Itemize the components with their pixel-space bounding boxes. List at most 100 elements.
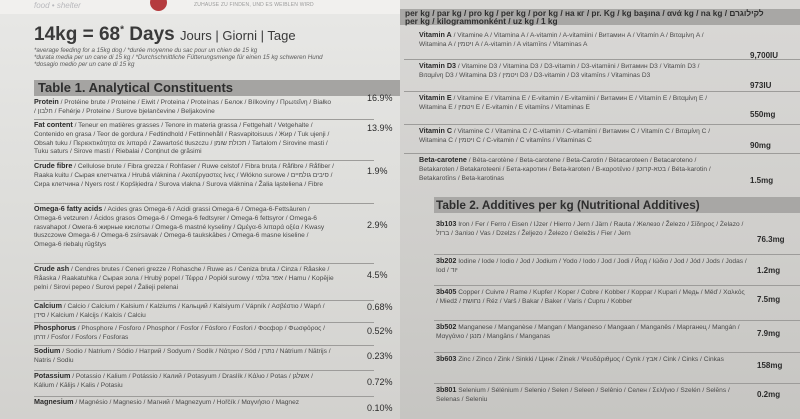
vitamin-row-c: Vitamin C / Vitamine C / Vitamina C / C-… (404, 125, 800, 154)
additives-section: Table 2. Additives per kg (Nutritional A… (400, 0, 800, 419)
brand-text: food • shelter (34, 1, 81, 10)
constituent-row-magnesium: Magnesium / Magnésio / Magnesio / Магний… (34, 397, 393, 419)
additive-code: 3b405 (436, 288, 457, 296)
constituent-row-ash: Crude ash / Cendres brutes / Ceneri grez… (34, 264, 388, 301)
additive-value: 7.9mg (757, 329, 781, 338)
vitamin-translations: / Vitamine C / Vitamina C / C-vitamin / … (419, 128, 711, 144)
vitamin-row-e: Vitamin E / Vitamine E / Vitamina E / E-… (404, 92, 800, 125)
additive-translations: Iodine / Iode / Iodio / Jod / Jodium / Y… (436, 258, 747, 274)
constituent-row-calcium: Calcium / Calcio / Calcium / Kalsium / K… (34, 301, 393, 323)
vitamin-translations: / Vitamine D3 / Vitamina D3 / D3-vitamin… (419, 63, 700, 79)
additive-value: 1.2mg (757, 266, 781, 275)
additive-translations: Iron / Fer / Ferro / Eisen / IJzer / Hie… (436, 221, 744, 237)
additive-value: 76.3mg (757, 235, 785, 244)
additive-row-iron: 3b103 Iron / Fer / Ferro / Eisen / IJzer… (434, 218, 800, 255)
days-superscript: * (120, 24, 124, 36)
constituent-value: 1.9% (367, 166, 388, 176)
constituent-value: 0.68% (367, 302, 393, 312)
vitamin-value: 1.5mg (750, 176, 774, 185)
constituent-label: Sodium (34, 347, 61, 355)
constituent-value: 13.9% (367, 123, 393, 133)
constituent-value: 4.5% (367, 270, 388, 280)
additive-translations: Copper / Cuivre / Rame / Kupfer / Koper … (436, 289, 745, 305)
days-word: Days (129, 24, 175, 45)
constituent-value: 0.10% (367, 403, 393, 413)
additive-value: 158mg (757, 361, 783, 370)
additive-value: 0.2mg (757, 390, 781, 399)
constituent-translations: / Magnésio / Magnesio / Магний / Magnezy… (73, 399, 300, 406)
additive-row-iodine: 3b202 Iodine / Iode / Iodio / Jod / Jodi… (434, 255, 800, 286)
vitamin-translations: / Vitamine E / Vitamina E / E-vitamin / … (419, 95, 708, 111)
constituent-translations: / Calcio / Calcium / Kalsium / Kalziums … (34, 303, 325, 319)
constituent-row-potassium: Potassium / Potassio / Kalium / Potássio… (34, 371, 393, 397)
feeding-note-2: *durata media per un cane di 15 kg / *Du… (34, 54, 323, 61)
additive-row-copper: 3b405 Copper / Cuivre / Rame / Kupfer / … (434, 286, 800, 321)
vitamin-label: Vitamin A (419, 31, 452, 39)
constituent-label: Fat content (34, 121, 73, 129)
days-translations: Jours | Giorni | Tage (179, 28, 296, 43)
vitamin-value: 90mg (750, 141, 771, 150)
vitamin-label: Vitamin C (419, 127, 453, 135)
vitamin-label: Vitamin D3 (419, 62, 457, 70)
feeding-days-headline: 14kg = 68* Days Jours | Giorni | Tage (34, 24, 296, 46)
days-amount: 14kg = 68 (34, 24, 121, 45)
constituent-translations: / Cellulose brute / Fibra grezza / Rohfa… (34, 163, 334, 188)
vitamin-translations: / Vitamine A / Vitamina A / A-vitamin / … (419, 32, 704, 48)
constituent-label: Calcium (34, 302, 62, 310)
constituent-value: 0.72% (367, 377, 393, 387)
additive-value: 7.5mg (757, 295, 781, 304)
constituent-label: Omega-6 fatty acids (34, 205, 103, 213)
constituent-label: Potassium (34, 372, 71, 380)
additive-code: 3b103 (436, 220, 457, 228)
left-column: food • shelter ZUHAUSE ZU FINDEN, UND ES… (0, 0, 400, 419)
vitamin-row-d3: Vitamin D3 / Vitamine D3 / Vitamina D3 /… (404, 60, 800, 92)
brand-note: ZUHAUSE ZU FINDEN, UND ES WEIBLEN WIRD (194, 2, 314, 8)
constituent-label: Crude ash (34, 265, 70, 273)
per-kg-line-2: per kg / kilogrammonként / uz kg / 1 kg (405, 16, 558, 26)
additive-row-selenium: 3b801 Selenium / Sélénium / Selenio / Se… (434, 384, 800, 419)
constituent-translations: / Potassio / Kalium / Potássio / Калий /… (34, 373, 313, 389)
constituent-row-omega6: Omega-6 fatty acids / Acides gras Omega-… (34, 204, 388, 264)
feeding-note-1: *average feeding for a 15kg dog / *durée… (34, 47, 258, 54)
table2-title: Table 2. Additives per kg (Nutritional A… (434, 197, 800, 213)
table1-title: Table 1. Analytical Constituents (34, 80, 400, 96)
additive-code: 3b502 (436, 323, 457, 331)
additive-row-zinc: 3b603 Zinc / Zinco / Zink / Sinkki / Цин… (434, 353, 800, 384)
per-kg-header: per kg / par kg / pro kg / per kg / por … (400, 9, 800, 25)
additive-row-manganese: 3b502 Manganese / Manganèse / Mangan / M… (434, 321, 800, 353)
vitamin-row-a: Vitamin A / Vitamine A / Vitamina A / A-… (404, 29, 800, 60)
constituent-row-fibre: Crude fibre / Cellulose brute / Fibra gr… (34, 161, 388, 204)
constituent-label: Magnesium (34, 398, 74, 406)
per-kg-line-1: per kg / par kg / pro kg / per kg / por … (405, 8, 764, 18)
constituent-label: Protein (34, 98, 59, 106)
constituent-row-fat: Fat content / Teneur en matières grasses… (34, 120, 393, 161)
additive-translations: Manganese / Manganèse / Mangan / Mangane… (436, 324, 740, 340)
constituent-value: 2.9% (367, 220, 388, 230)
brand-logo-dot (150, 0, 167, 11)
constituent-label: Phosphorus (34, 324, 76, 332)
additive-code: 3b202 (436, 257, 457, 265)
constituent-value: 0.52% (367, 326, 393, 336)
additive-code: 3b603 (436, 355, 457, 363)
vitamin-value: 973IU (750, 81, 772, 90)
vitamin-label: Beta-carotene (419, 156, 467, 164)
constituent-row-sodium: Sodium / Sodio / Natrium / Sódio / Натри… (34, 346, 393, 371)
constituent-translations: / Teneur en matières grasses / Tenore in… (34, 122, 330, 156)
vitamin-label: Vitamin E (419, 94, 452, 102)
additive-translations: Zinc / Zinco / Zink / Sinkki / Цинк / Zi… (456, 356, 724, 363)
constituent-label: Crude fibre (34, 162, 73, 170)
constituent-value: 0.23% (367, 351, 393, 361)
vitamin-row-beta-carotene: Beta-carotene / Bêta-carotène / Beta-car… (404, 154, 800, 187)
additive-code: 3b801 (436, 386, 457, 394)
constituent-translations: / Sodio / Natrium / Sódio / Натрий / Sod… (34, 348, 331, 364)
constituent-translations: / Cendres brutes / Ceneri grezze / Rohas… (34, 266, 334, 291)
brand-strip: food • shelter ZUHAUSE ZU FINDEN, UND ES… (0, 0, 400, 14)
feeding-note-3: *dosagio medio per un cane di 15 kg (34, 61, 135, 68)
constituent-value: 16.9% (367, 93, 393, 103)
constituent-translations: / Protéine brute / Proteine / Eiwit / Pr… (34, 99, 332, 115)
vitamin-translations: / Bêta-carotène / Beta-carotene / Beta-C… (419, 157, 711, 182)
constituent-row-phosphorus: Phosphorus / Phosphore / Fosforo / Phosp… (34, 323, 393, 346)
constituent-row-protein: Protein / Protéine brute / Proteine / Ei… (34, 93, 393, 120)
constituent-translations: / Acides gras Omega-6 / Acidi grassi Ome… (34, 206, 325, 249)
